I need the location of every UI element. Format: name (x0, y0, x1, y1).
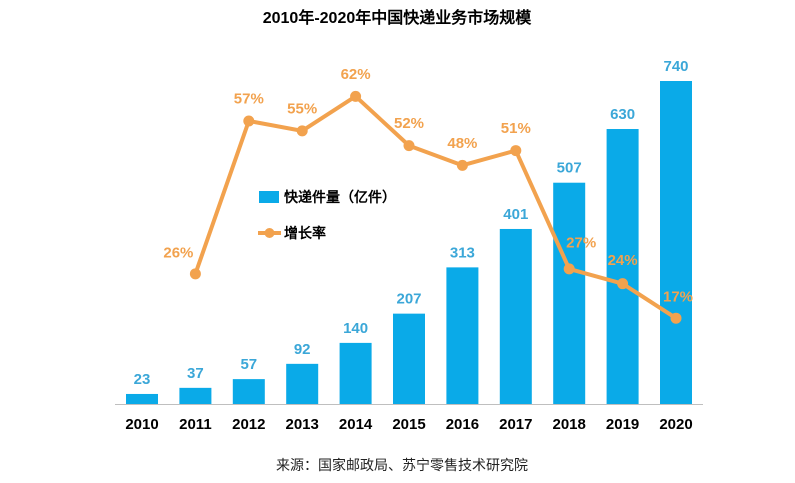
growth-rate-label: 52% (394, 115, 424, 132)
growth-rate-label: 48% (447, 135, 477, 152)
x-tick-label: 2017 (499, 416, 532, 433)
growth-rate-point (403, 140, 415, 152)
legend-label-volume: 快递件量（亿件） (284, 189, 396, 205)
growth-rate-label: 62% (341, 66, 371, 83)
growth-rate-label: 55% (287, 100, 317, 117)
bar-2012 (232, 379, 265, 404)
legend-line-marker (264, 228, 275, 238)
legend-bar-swatch (259, 191, 279, 203)
x-tick-label: 2013 (286, 416, 319, 433)
source-note: 来源：国家邮政局、苏宁零售技术研究院 (276, 457, 528, 473)
bar-2014 (339, 342, 372, 404)
growth-rate-label: 24% (608, 252, 638, 269)
plot-area: 23 37 57 92 140 207 313 401 507 630 740 2010 2011 201… (115, 58, 703, 433)
bar-2013 (286, 363, 319, 404)
x-tick-label: 2011 (179, 416, 212, 433)
x-tick-label: 2018 (553, 416, 586, 433)
bar-2011 (179, 387, 212, 404)
bar-value-label: 57 (240, 356, 257, 373)
chart-title: 2010年-2020年中国快递业务市场规模 (263, 8, 533, 27)
x-tick-label: 2012 (232, 416, 265, 433)
growth-rate-point (189, 268, 201, 280)
growth-rate-point (670, 312, 682, 324)
bar-2017 (499, 228, 532, 404)
growth-rate-label: 57% (234, 90, 264, 107)
legend-label-growth: 增长率 (284, 225, 326, 241)
growth-rate-line (193, 94, 678, 321)
x-tick-label: 2014 (339, 416, 373, 433)
growth-rate-point (296, 125, 308, 137)
growth-rate-point (563, 263, 575, 275)
growth-rate-label: 51% (501, 120, 531, 137)
bar-value-label: 140 (343, 320, 368, 337)
bar-value-label: 313 (450, 244, 475, 261)
bar-2015 (393, 313, 425, 404)
bar-2010 (126, 393, 158, 404)
growth-rate-label: 26% (163, 244, 193, 261)
x-tick-label: 2015 (392, 416, 425, 433)
bar-2019 (606, 129, 639, 404)
legend-item-volume: 快递件量（亿件） (259, 189, 396, 205)
x-tick-label: 2019 (606, 416, 639, 433)
x-tick-label: 2020 (659, 416, 692, 433)
bar-value-label: 92 (294, 341, 311, 358)
bar-value-label: 23 (134, 371, 151, 388)
bar-value-label: 207 (396, 291, 421, 308)
bar-value-label: 740 (663, 58, 688, 75)
growth-rate-point (243, 115, 255, 127)
bar-value-label: 507 (557, 160, 582, 177)
growth-rate-label: 17% (663, 289, 693, 306)
x-tick-label: 2016 (446, 416, 479, 433)
bar-value-label: 630 (610, 106, 635, 123)
growth-rate-label: 27% (566, 234, 596, 251)
legend: 快递件量（亿件） 增长率 (258, 189, 396, 241)
growth-rate-point (456, 159, 468, 171)
bar-2020 (660, 81, 692, 404)
bar-2016 (446, 267, 479, 404)
bar-value-label: 401 (503, 206, 528, 223)
growth-rate-point (350, 90, 362, 102)
x-tick-label: 2010 (125, 416, 158, 433)
bar-2018 (553, 182, 586, 404)
bar-value-label: 37 (187, 365, 204, 382)
growth-rate-point (617, 278, 629, 290)
growth-rate-point (510, 145, 522, 157)
legend-item-growth: 增长率 (258, 225, 326, 241)
